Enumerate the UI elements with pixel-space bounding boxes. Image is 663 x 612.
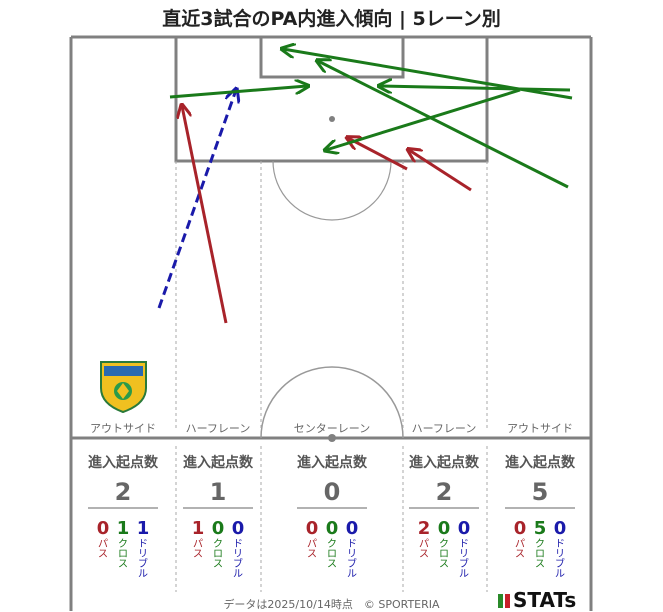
lane-5-header: 進入起点数	[505, 454, 576, 471]
lane-1-dribble-label: ドリブル	[138, 539, 148, 580]
lane-2-header: 進入起点数	[183, 454, 254, 471]
lane-3-header: 進入起点数	[297, 454, 368, 471]
lane-2-dribble-label: ドリブル	[233, 539, 243, 580]
lane-4-dribble-label: ドリブル	[459, 539, 469, 580]
lane-4-pass: 2	[418, 518, 431, 539]
type-labels: パスクロスドリブルパスクロスドリブルパスクロスドリブルパスクロスドリブルパスクロ…	[98, 538, 565, 580]
lane-5-cross-label: クロス	[535, 538, 545, 570]
lane-label-5: アウトサイド	[507, 422, 573, 435]
chart-title: 直近3試合のPA内進入傾向 | 5レーン別	[162, 8, 501, 30]
lane-4-cross: 0	[438, 518, 451, 539]
lane-2-pass: 1	[192, 518, 205, 539]
lane-1-cross: 1	[117, 518, 130, 539]
club-crest-icon	[100, 361, 147, 414]
lane-5-total: 5	[532, 478, 549, 506]
lane-5-cross: 5	[534, 518, 547, 539]
lane-4-total: 2	[436, 478, 453, 506]
lane-3-dribble-label: ドリブル	[347, 539, 357, 580]
lane-1-pass-label: パス	[98, 538, 108, 560]
cross-arrow-9	[326, 88, 521, 150]
lane-3-total: 0	[324, 478, 341, 506]
lane-label-2: ハーフレーン	[186, 422, 251, 435]
stats-logo: STATs	[498, 588, 576, 612]
lane-label-4: ハーフレーン	[412, 422, 477, 435]
lane-3-cross-label: クロス	[327, 538, 337, 570]
lane-5-dribble-label: ドリブル	[555, 539, 565, 580]
cross-arrow-8	[318, 61, 569, 189]
lane-2-cross: 0	[212, 518, 225, 539]
lane-5-pass-label: パス	[515, 538, 525, 560]
pass-arrow-3	[348, 138, 408, 171]
lane-4-cross-label: クロス	[439, 538, 449, 570]
lane-4-pass-label: パス	[419, 538, 429, 560]
lane-label-3: センターレーン	[294, 422, 370, 435]
cross-arrow-7	[283, 49, 573, 100]
lane-1-total: 2	[115, 478, 132, 506]
pitch-lines	[69, 35, 593, 611]
lane-1-header: 進入起点数	[88, 454, 159, 471]
lane-2-total: 1	[210, 478, 227, 506]
entry-arrows	[157, 49, 573, 324]
lane-3-pass-label: パス	[307, 538, 317, 560]
cross-arrow-6	[380, 86, 571, 90]
lane-5-pass: 0	[514, 518, 527, 539]
lane-4-header: 進入起点数	[409, 454, 480, 471]
lane-1-pass: 0	[97, 518, 110, 539]
lane-1-dribble: 1	[137, 518, 150, 539]
pass-arrow-4	[409, 150, 472, 192]
pass-arrow-2	[182, 106, 228, 324]
lane-3-cross: 0	[326, 518, 339, 539]
lane-3-pass: 0	[306, 518, 319, 539]
dribble-arrow-1	[157, 90, 236, 309]
lane-3-dribble: 0	[346, 518, 359, 539]
lane-label-1: アウトサイド	[90, 422, 156, 435]
stats-logo-text: STATs	[513, 588, 577, 612]
lane-2-cross-label: クロス	[213, 538, 223, 570]
lane-stats: 進入起点数 2 0 1 1 進入起点数 1 1 0 0 進入起点数 0 0 0 …	[88, 454, 576, 539]
lane-4-dribble: 0	[458, 518, 471, 539]
footer-note: データは2025/10/14時点 © SPORTERIA	[223, 598, 440, 611]
lane-5-dribble: 0	[554, 518, 567, 539]
lane-2-pass-label: パス	[193, 538, 203, 560]
lane-2-dribble: 0	[232, 518, 245, 539]
cross-arrow-5	[169, 86, 307, 99]
lane-1-cross-label: クロス	[118, 538, 128, 570]
